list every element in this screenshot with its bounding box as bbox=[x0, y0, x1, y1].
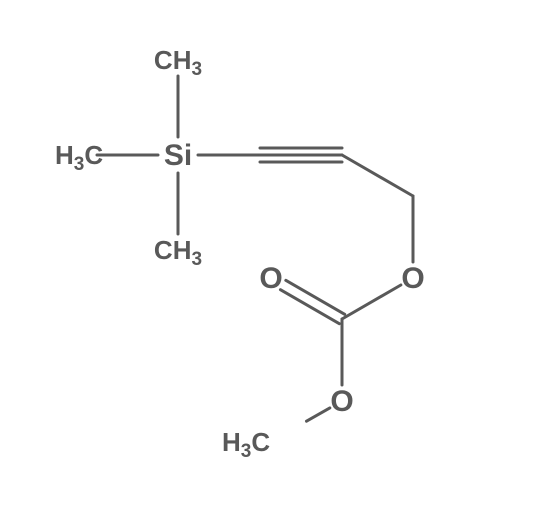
atom-label-ch3_l: H3C bbox=[55, 140, 103, 175]
atom-label-ch3_up: CH3 bbox=[154, 45, 202, 80]
atom-label-o_dbl: O bbox=[259, 262, 282, 295]
molecule-diagram: Si CH3 H3C CH3 O O O H3C bbox=[0, 0, 550, 522]
atom-label-ch3_ome: H3C bbox=[222, 427, 270, 462]
bond-line bbox=[306, 408, 329, 421]
bond-line bbox=[342, 155, 413, 196]
atom-label-o_ether: O bbox=[401, 262, 424, 295]
atom-label-o_me: O bbox=[330, 385, 353, 418]
atom-label-si: Si bbox=[164, 139, 192, 172]
bond-line bbox=[342, 285, 401, 319]
atom-label-ch3_dn: CH3 bbox=[154, 235, 202, 270]
